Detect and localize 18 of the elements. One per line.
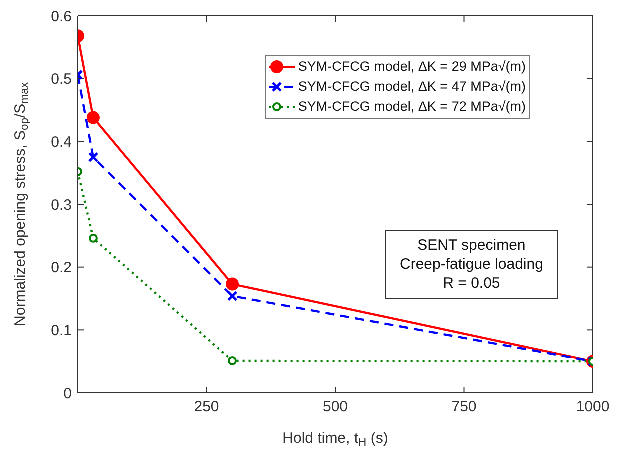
x-tick-label: 750 [452, 398, 477, 416]
legend-label: SYM-CFCG model, ΔK = 29 MPa√(m) [297, 58, 526, 76]
x-tick-label: 250 [194, 398, 220, 416]
y-tick-label: 0.6 [51, 8, 72, 26]
y-tick-label: 0.2 [51, 260, 72, 277]
y-tick-label: 0.4 [51, 134, 72, 151]
legend-label: SYM-CFCG model, ΔK = 72 MPa√(m) [297, 98, 526, 116]
annotation: Creep-fatigue loading [400, 255, 544, 274]
x-tick-label: 1000 [576, 398, 610, 416]
y-tick-label: 0.5 [51, 71, 72, 88]
y-tick-label: 0 [64, 385, 72, 402]
y-tick-label: 0.1 [51, 322, 72, 340]
annotation: R = 0.05 [442, 274, 502, 293]
y-tick-label: 0.3 [51, 196, 72, 214]
annotation: SENT specimen [416, 236, 527, 255]
x-axis-title: Hold time, t$_{H}$ (s) [282, 430, 388, 450]
legend-label: SYM-CFCG model, ΔK = 47 MPa√(m) [297, 78, 526, 96]
x-tick-label: 500 [322, 398, 348, 416]
